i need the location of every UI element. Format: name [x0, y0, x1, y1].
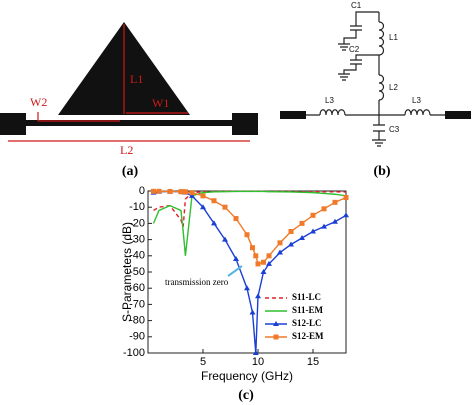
- data-point: [277, 240, 283, 246]
- data-point: [244, 232, 250, 238]
- data-point: [266, 260, 272, 266]
- port-left: [280, 111, 306, 119]
- data-point: [277, 249, 283, 255]
- data-point: [321, 223, 327, 229]
- dim-label: L2: [120, 143, 133, 157]
- data-point: [249, 309, 256, 315]
- data-point: [189, 190, 195, 196]
- data-point: [255, 293, 261, 299]
- y-tick-label: -70: [129, 298, 145, 310]
- port-left: [0, 113, 26, 135]
- y-tick-label: -80: [129, 315, 145, 327]
- series-line: [152, 190, 347, 256]
- dimension-lines: [8, 24, 250, 142]
- data-point: [233, 256, 239, 262]
- y-tick-label: -20: [129, 217, 145, 229]
- dim-label: W1: [152, 96, 169, 110]
- component-label: L1: [389, 33, 398, 42]
- port-right: [445, 111, 471, 119]
- legend-label: S11-LC: [292, 292, 321, 302]
- component-label: L3: [325, 96, 334, 105]
- component-label: L3: [412, 96, 421, 105]
- data-point: [167, 188, 173, 194]
- series: [152, 190, 347, 256]
- data-point: [200, 204, 206, 210]
- legend-marker: [273, 334, 279, 340]
- dim-label: W2: [30, 95, 47, 109]
- series: [151, 188, 349, 267]
- x-tick-label: 10: [252, 356, 264, 368]
- data-point: [211, 220, 217, 226]
- dim-label: L1: [130, 72, 143, 86]
- data-point: [151, 188, 156, 194]
- x-axis-label: Frequency (GHz): [201, 369, 293, 383]
- data-point: [222, 204, 228, 210]
- data-point: [244, 285, 250, 291]
- legend-label: S12-LC: [292, 318, 322, 328]
- y-tick-label: -90: [129, 331, 145, 343]
- component-label: L2: [389, 83, 398, 92]
- series-line: [153, 190, 347, 354]
- data-point: [343, 194, 349, 200]
- caption: (c): [238, 388, 254, 403]
- data-point: [310, 212, 316, 218]
- component-label: C2: [349, 45, 360, 54]
- panel-b: C1 C2 L1 L2 L3 L3 C3 (b): [280, 1, 471, 179]
- data-point: [332, 199, 338, 205]
- data-point: [182, 189, 188, 195]
- y-tick-label: -10: [129, 201, 145, 213]
- data-point: [252, 350, 259, 355]
- y-axis-label: S-Parameters (dB): [120, 222, 134, 322]
- y-tick-label: -40: [129, 250, 145, 262]
- data-point: [211, 198, 217, 204]
- data-point: [222, 236, 228, 242]
- data-point: [288, 241, 294, 247]
- data-point: [332, 218, 338, 224]
- y-tick-label: 0: [139, 185, 145, 197]
- data-point: [189, 192, 195, 198]
- data-point: [255, 261, 261, 267]
- data-point: [253, 253, 259, 259]
- x-tick-label: 15: [307, 356, 319, 368]
- data-point: [260, 269, 267, 274]
- legend-label: S11-EM: [292, 305, 324, 315]
- data-point: [200, 193, 206, 199]
- y-tick-label: -30: [129, 234, 145, 246]
- data-point: [288, 229, 294, 234]
- component-label: C1: [351, 1, 362, 10]
- data-point: [233, 216, 239, 222]
- legend-label: S12-EM: [292, 331, 324, 341]
- y-tick-label: -60: [129, 282, 145, 294]
- data-point: [321, 206, 327, 212]
- circuit-wires: [300, 11, 450, 147]
- component-label: C3: [389, 125, 400, 134]
- strip-line: [0, 120, 258, 126]
- caption: (a): [122, 164, 139, 179]
- data-point: [299, 220, 305, 226]
- data-point: [299, 234, 305, 240]
- y-tick-label: -100: [123, 347, 145, 359]
- caption: (b): [373, 164, 390, 179]
- data-point: [250, 245, 255, 251]
- legend-marker: [273, 321, 279, 326]
- panel-c: (c) 0 -10 -20 -30 -40 -50 -60 -70 -80 -90 -100 5 10 1…: [120, 185, 349, 403]
- series: [150, 188, 349, 355]
- y-tick-label: -50: [129, 266, 145, 278]
- panel-a: L1 W1 W2 L2 (a): [0, 22, 258, 179]
- data-point: [310, 228, 316, 234]
- port-right: [232, 113, 258, 135]
- data-point: [156, 188, 162, 194]
- data-point: [261, 259, 266, 265]
- annotation: transmission zero: [165, 277, 229, 287]
- annotation-arrow: [227, 265, 243, 277]
- data-point: [266, 253, 272, 259]
- x-tick-label: 5: [200, 356, 206, 368]
- data-point: [343, 212, 349, 218]
